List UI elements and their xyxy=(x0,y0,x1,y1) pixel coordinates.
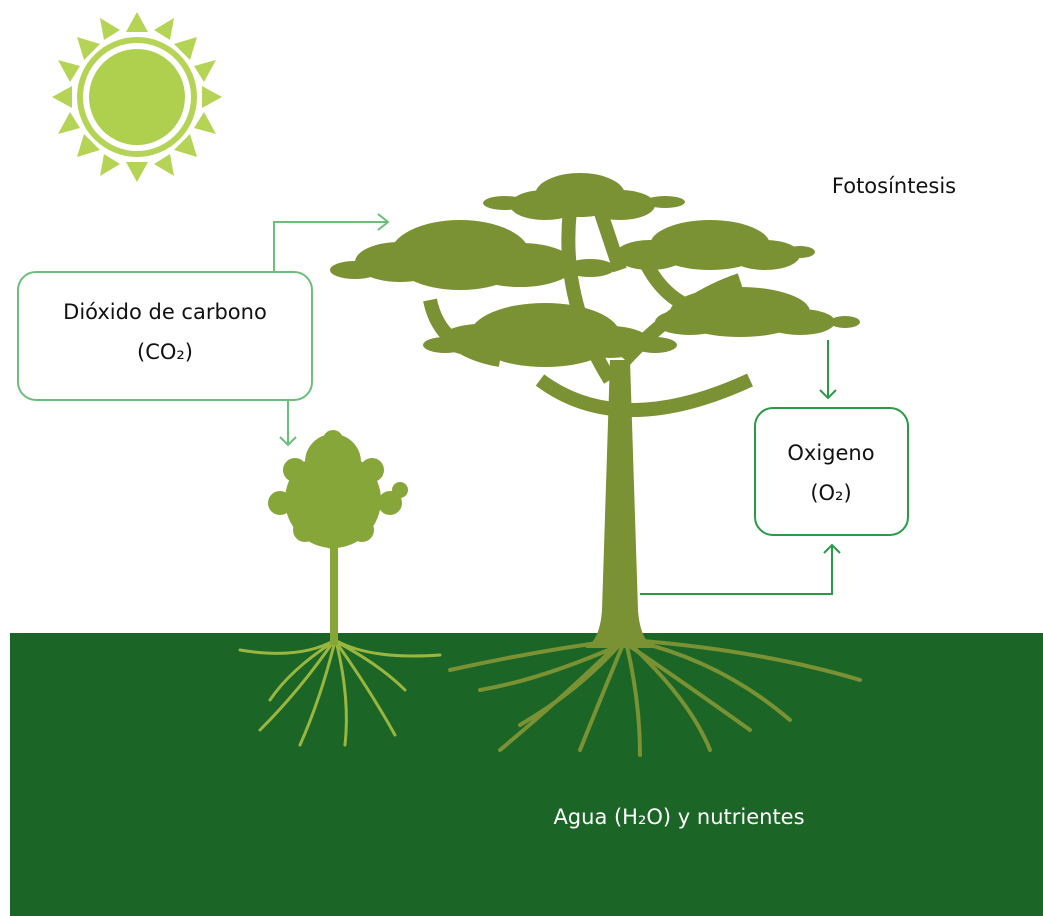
co2-formula: (CO₂) xyxy=(137,340,193,364)
ground xyxy=(10,633,1043,916)
o2-formula: (O₂) xyxy=(810,481,851,505)
co2-label: Dióxido de carbono xyxy=(63,300,267,324)
sun xyxy=(52,12,222,182)
title: Fotosíntesis xyxy=(832,174,956,198)
water-label: Agua (H₂O) y nutrientes xyxy=(553,805,804,829)
o2-label: Oxigeno xyxy=(787,441,874,465)
o2-box xyxy=(755,408,908,535)
co2-box xyxy=(18,272,312,400)
diagram: Dióxido de carbono (CO₂) Oxigeno (O₂) Fo… xyxy=(0,0,1043,916)
